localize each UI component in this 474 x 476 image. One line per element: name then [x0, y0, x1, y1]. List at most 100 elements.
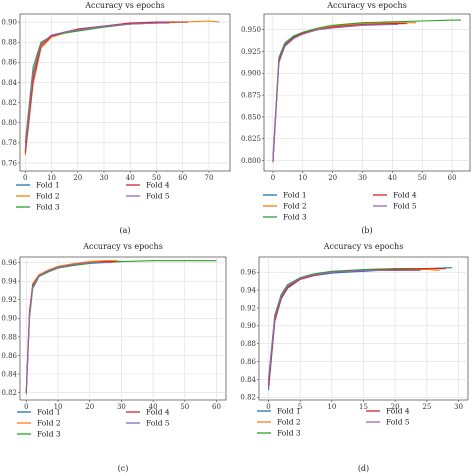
x-tick-label: 0 [266, 403, 270, 411]
legend-item: Fold 2 [263, 202, 307, 211]
y-tick-label: 0.850 [241, 113, 261, 121]
series-line-fold-5 [25, 262, 112, 390]
chart-panel-3: Accuracy vs epochs 0.82 0.84 0.86 0.88 0.90 0.… [1, 242, 227, 473]
legend-item: Fold 1 [263, 191, 307, 200]
legend-item: Fold 4 [366, 407, 410, 416]
legend-label: Fold 4 [146, 181, 170, 190]
y-tick-label: 0.86 [1, 59, 17, 67]
y-tick-label: 0.86 [240, 358, 256, 366]
y-tick-label: 0.84 [1, 79, 17, 87]
legend-item: Fold 2 [17, 419, 61, 428]
legend-item: Fold 1 [257, 407, 301, 416]
chart-title: Accuracy vs epochs [82, 242, 163, 251]
y-tick-label: 0.800 [241, 157, 261, 165]
y-tick-label: 0.94 [240, 286, 256, 294]
plot-frame [19, 256, 227, 401]
x-tick-label: 50 [152, 174, 161, 182]
legend-item: Fold 2 [257, 418, 301, 427]
x-tick-label: 0 [24, 403, 28, 411]
legend-label: Fold 2 [277, 418, 301, 427]
y-tick-label: 0.925 [241, 48, 261, 56]
chart-panel-4: Accuracy vs epochs 0.82 0.84 0.86 0.88 0.90 0.… [240, 242, 469, 473]
x-tick-label: 40 [149, 403, 158, 411]
legend-item: Fold 5 [366, 418, 410, 427]
plot-frame [19, 13, 231, 172]
legend-label: Fold 4 [146, 408, 170, 417]
chart-panel-2: Accuracy vs epochs 0.800 0.825 0.850 0.875 0.… [241, 1, 471, 235]
legend-label: Fold 1 [36, 181, 60, 190]
x-tick-label: 30 [117, 403, 126, 411]
legend-item: Fold 2 [16, 192, 60, 201]
chart-title: Accuracy vs epochs [84, 1, 165, 10]
x-tick-label: 60 [178, 174, 187, 182]
legend-label: Fold 5 [146, 192, 170, 201]
legend-label: Fold 2 [37, 419, 61, 428]
legend-label: Fold 3 [37, 430, 61, 439]
legend-item: Fold 3 [17, 430, 61, 439]
x-tick-label: 30 [454, 403, 463, 411]
y-tick-label: 0.84 [1, 370, 17, 378]
y-tick-label: 0.825 [241, 135, 261, 143]
y-tick-label: 0.82 [1, 389, 17, 397]
x-tick-label: 0 [271, 174, 275, 182]
y-tick-label: 0.88 [1, 333, 17, 341]
series-line-fold-3 [272, 19, 461, 157]
chart-panel-1: Accuracy vs epochs 0.76 0.78 0.80 0.82 0.84 0.… [1, 1, 231, 235]
y-tick-label: 0.92 [1, 296, 17, 304]
y-tick-label: 0.88 [240, 340, 256, 348]
y-tick-label: 0.950 [241, 26, 261, 34]
y-tick-label: 0.82 [1, 99, 17, 107]
x-tick-label: 30 [100, 174, 109, 182]
legend-item: Fold 5 [373, 202, 417, 211]
legend-item: Fold 4 [126, 408, 170, 417]
y-tick-label: 0.900 [241, 70, 261, 78]
panel-caption: (b) [361, 226, 372, 235]
legend-item: Fold 4 [373, 191, 417, 200]
x-tick-label: 20 [328, 174, 337, 182]
y-tick-label: 0.82 [240, 394, 256, 402]
legend-item: Fold 5 [126, 192, 170, 201]
y-tick-label: 0.84 [240, 376, 256, 384]
y-tick-label: 0.96 [1, 259, 17, 267]
x-tick-label: 40 [388, 174, 397, 182]
x-tick-label: 5 [298, 403, 302, 411]
legend-label: Fold 5 [386, 418, 410, 427]
y-tick-label: 0.90 [1, 315, 17, 323]
legend-label: Fold 3 [36, 203, 60, 212]
legend-item: Fold 1 [16, 181, 60, 190]
series-line-fold-5 [24, 22, 170, 148]
legend-item: Fold 5 [126, 419, 170, 428]
x-tick-label: 25 [422, 403, 431, 411]
series-line-fold-4 [267, 268, 446, 387]
x-tick-label: 60 [448, 174, 457, 182]
legend-label: Fold 4 [386, 407, 410, 416]
y-tick-label: 0.92 [240, 304, 256, 312]
x-tick-label: 20 [85, 403, 94, 411]
legend-label: Fold 3 [283, 213, 307, 222]
x-tick-label: 15 [359, 403, 368, 411]
panel-caption: (d) [358, 464, 369, 473]
x-tick-label: 10 [47, 174, 56, 182]
x-tick-label: 20 [391, 403, 400, 411]
y-tick-label: 0.96 [240, 269, 256, 277]
legend-item: Fold 3 [257, 429, 301, 438]
x-tick-label: 20 [73, 174, 82, 182]
legend-label: Fold 2 [36, 192, 60, 201]
legend-label: Fold 1 [277, 407, 301, 416]
x-tick-label: 10 [298, 174, 307, 182]
x-tick-label: 0 [23, 174, 27, 182]
y-tick-label: 0.78 [1, 139, 17, 147]
x-tick-label: 40 [126, 174, 135, 182]
y-tick-label: 0.90 [1, 18, 17, 26]
legend-item: Fold 1 [17, 408, 61, 417]
chart-title: Accuracy vs epochs [323, 242, 404, 251]
panel-caption: (a) [119, 226, 130, 235]
legend-label: Fold 2 [283, 202, 307, 211]
legend-label: Fold 1 [283, 191, 307, 200]
x-tick-label: 30 [358, 174, 367, 182]
legend-label: Fold 4 [393, 191, 417, 200]
x-tick-label: 60 [212, 403, 221, 411]
y-tick-label: 0.80 [1, 119, 17, 127]
y-tick-label: 0.76 [1, 159, 17, 167]
